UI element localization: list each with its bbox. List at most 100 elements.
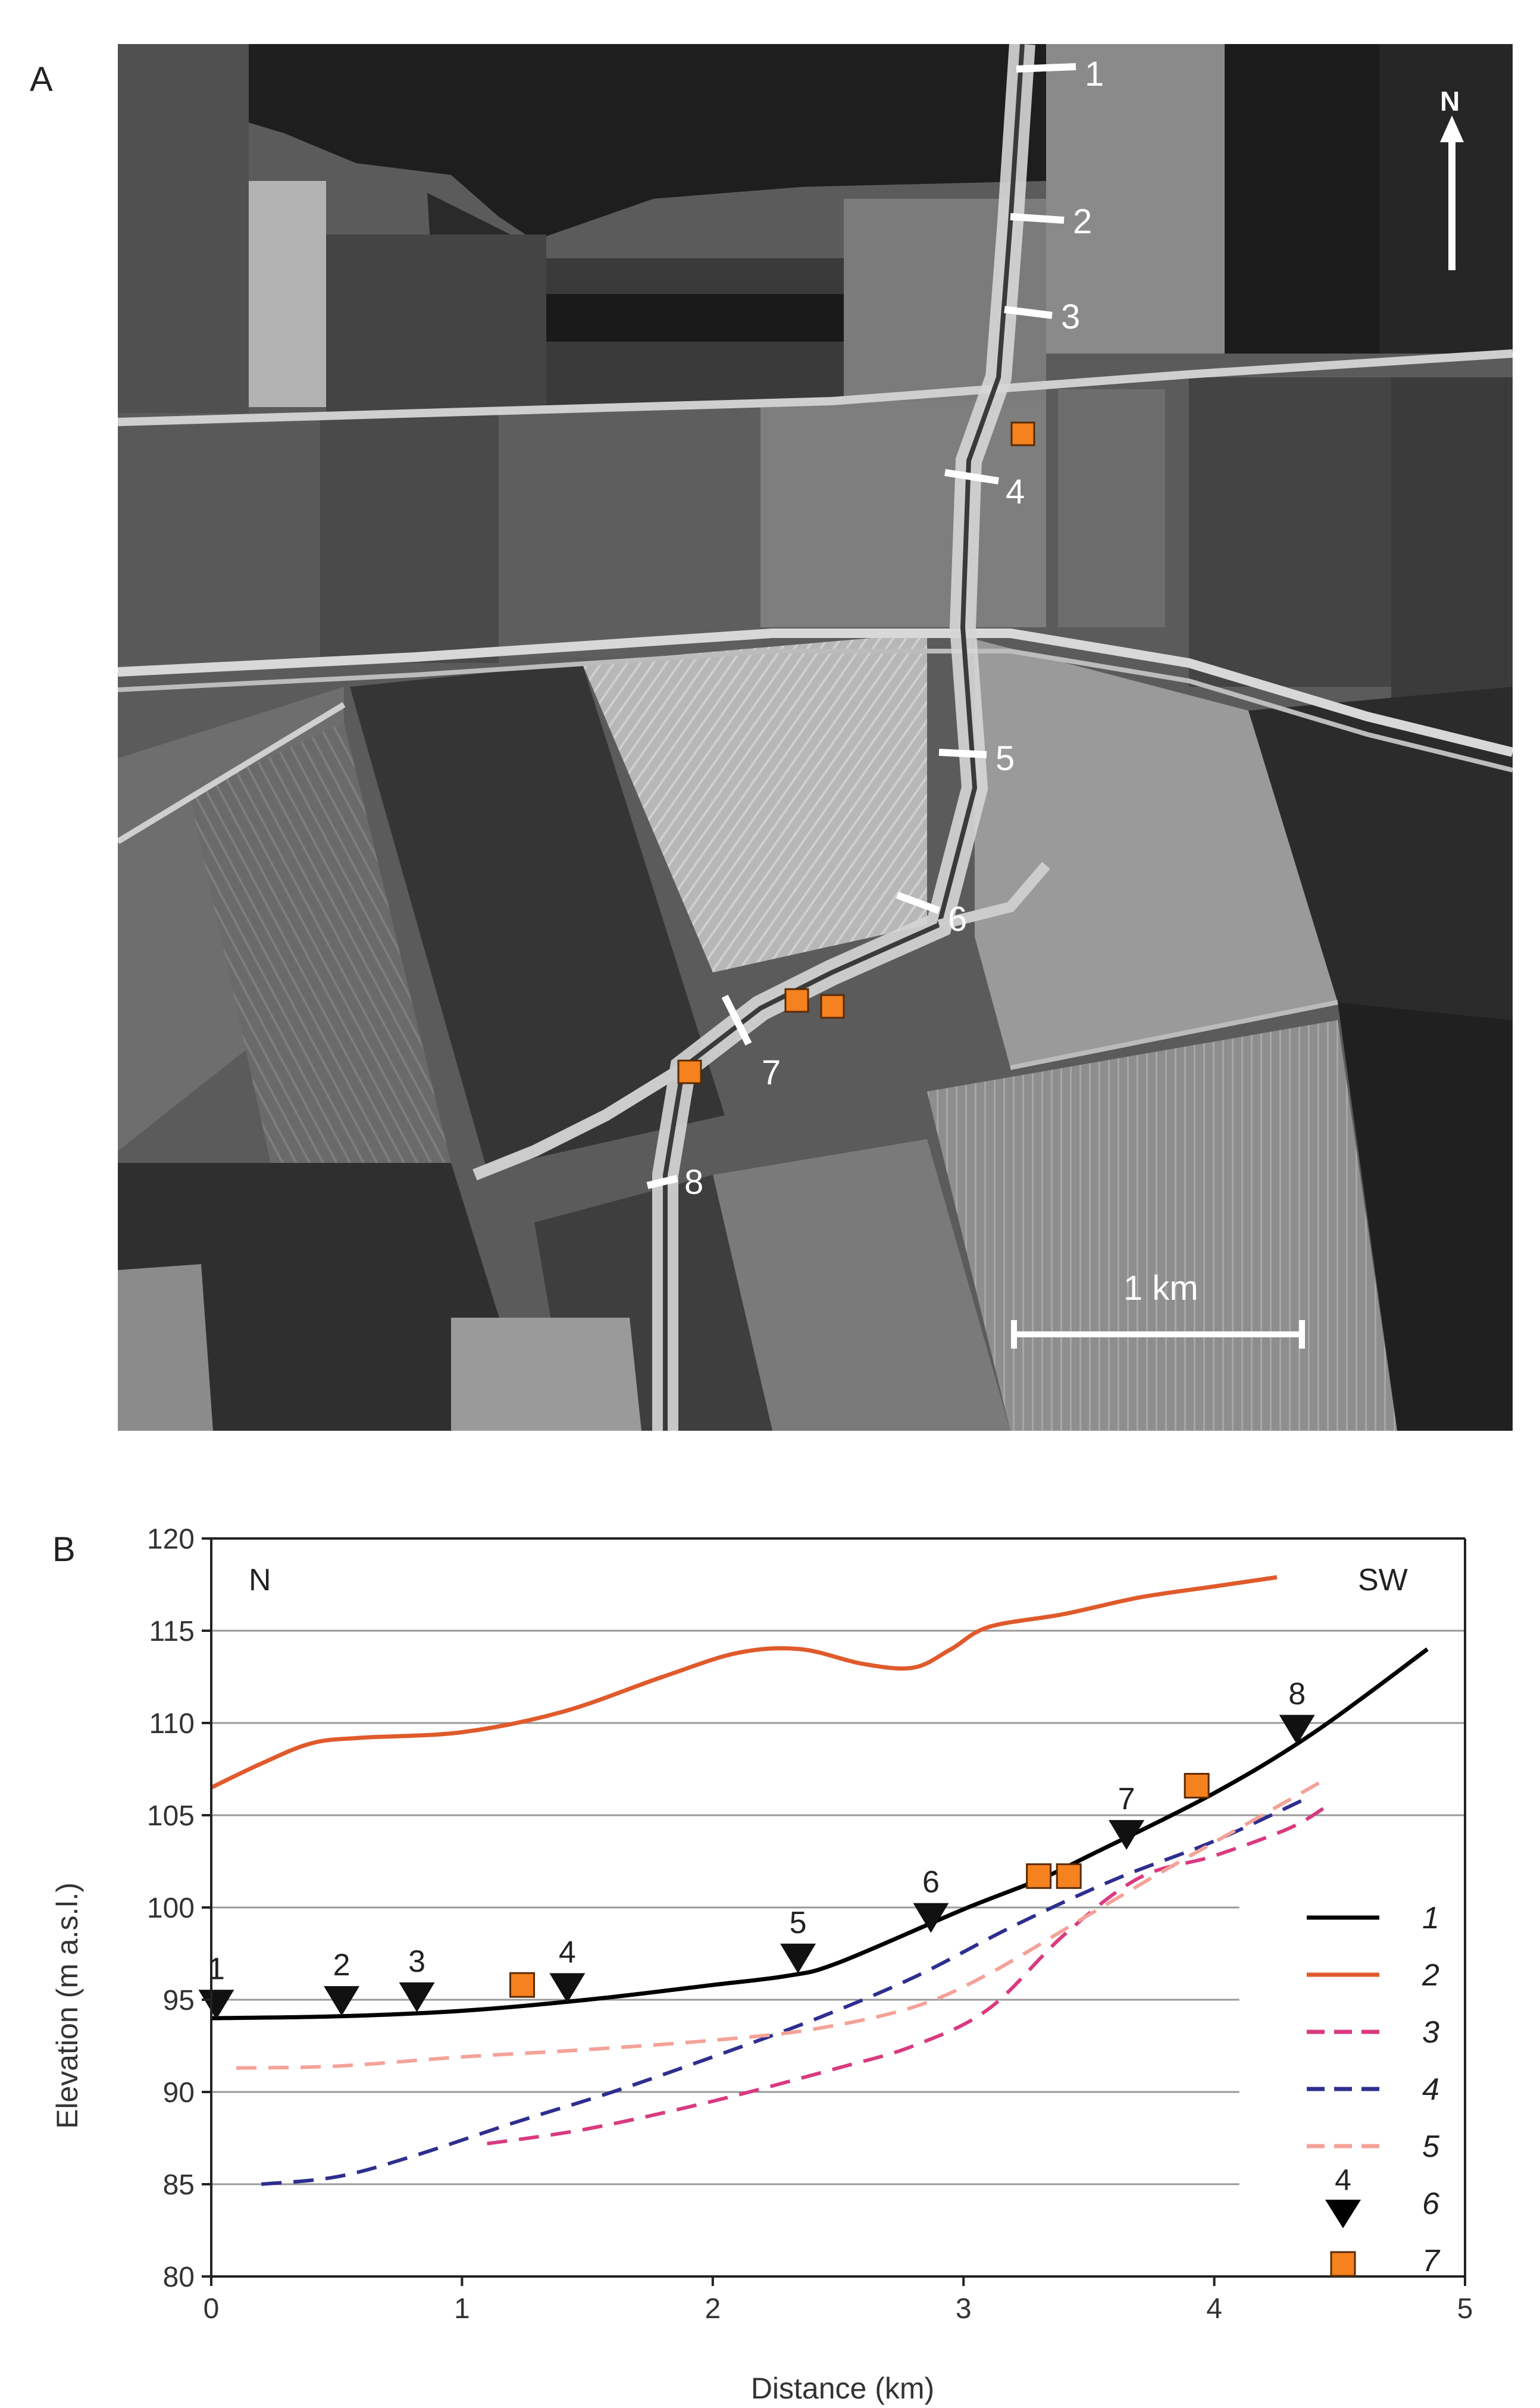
legend-label-1: 1: [1422, 1901, 1439, 1935]
transect-marker-8: [1279, 1715, 1315, 1745]
valley-tributary: [937, 862, 1050, 930]
north-label: N: [1440, 86, 1460, 117]
transect-marker-label-2: 2: [333, 1948, 350, 1982]
x-tick-label: 0: [204, 2293, 220, 2325]
x-tick-label: 2: [705, 2293, 721, 2325]
field: [118, 425, 320, 663]
y-tick-label: 80: [163, 2262, 195, 2293]
settlement: [451, 1318, 641, 1431]
field: [1225, 44, 1379, 354]
transect-label-3: 3: [1061, 298, 1080, 336]
transect-line-3: [1004, 306, 1053, 319]
road: [118, 702, 346, 845]
transect-marker-label-3: 3: [408, 1944, 425, 1979]
transect-marker-label-6: 6: [922, 1865, 940, 1900]
transect-line-4: [944, 469, 999, 484]
legend-layer: 1 2 3 4 5 4 6 7: [1307, 1901, 1441, 2278]
field: [118, 1163, 534, 1431]
field: [249, 181, 326, 407]
legend-label-7: 7: [1422, 2244, 1441, 2278]
series-layer: [210, 1575, 1429, 2186]
transect-marker-3: [399, 1982, 435, 2012]
x-tick-label: 3: [956, 2293, 972, 2325]
field: [1338, 1002, 1513, 1431]
series-line-2: [210, 1575, 1278, 1790]
y-tick-label: 100: [147, 1893, 195, 1924]
site-marker: [1026, 1863, 1052, 1889]
legend-swatch-7: [1330, 2251, 1356, 2277]
legend-swatch-6: [1325, 2200, 1361, 2228]
field: [189, 723, 451, 1199]
transect-marker-label-8: 8: [1288, 1677, 1306, 1711]
panel-b-label: B: [52, 1530, 76, 1569]
scale-label: 1 km: [1123, 1269, 1198, 1308]
transect-marker-2: [324, 1986, 360, 2016]
y-tick-label: 105: [147, 1800, 195, 1832]
y-tick-label: 95: [163, 1985, 195, 2016]
transect-marker-label-4: 4: [559, 1935, 576, 1969]
legend-triangle-number: 4: [1335, 2163, 1351, 2197]
field: [1046, 44, 1225, 354]
transect-marker-5: [780, 1943, 816, 1974]
field: [975, 639, 1338, 1068]
transect-line-1: [1016, 63, 1076, 73]
transect-label-4: 4: [1006, 473, 1025, 511]
elevation-profile-chart: 1 2 3 4 5 6 7 8 80 85 90 95 100 105 110 115 120 0 1 2 3 4 5 1…: [51, 1524, 1473, 2405]
legend-label-6: 6: [1422, 2187, 1439, 2221]
corner-label-sw: SW: [1358, 1563, 1408, 1597]
field: [1189, 377, 1391, 687]
transect-line-6: [896, 892, 941, 914]
transect-marker-7: [1109, 1820, 1145, 1850]
field: [1379, 44, 1513, 354]
transect-label-8: 8: [684, 1163, 703, 1202]
transect-label-1: 1: [1085, 55, 1104, 93]
field: [499, 407, 760, 657]
valley-tributary: [472, 1062, 687, 1181]
railway: [118, 628, 1513, 757]
site-marker: [1184, 1772, 1210, 1799]
field: [927, 1020, 1397, 1431]
legend-label-5: 5: [1422, 2129, 1440, 2164]
railway: [118, 649, 1513, 773]
corner-label-n: N: [249, 1563, 271, 1597]
transect-line-7: [721, 995, 752, 1046]
field: [1391, 377, 1513, 746]
transect-marker-label-7: 7: [1118, 1782, 1135, 1816]
field: [582, 633, 927, 972]
series-line-1: [211, 1647, 1429, 2021]
transect-label-7: 7: [762, 1053, 781, 1092]
aerial-map: 1 2 3 4 5 6 7 8 N 1 km: [118, 44, 1513, 1431]
field: [326, 234, 546, 413]
y-tick-label: 120: [147, 1524, 195, 1555]
transect-line-5: [938, 749, 987, 758]
site-marker: [1056, 1863, 1082, 1889]
map-site-marker: [820, 994, 845, 1019]
legend-label-3: 3: [1422, 2015, 1439, 2050]
transect-marker-1: [198, 1990, 234, 2020]
field: [320, 413, 499, 663]
transect-line-8: [646, 1175, 678, 1189]
transect-marker-4: [549, 1973, 586, 2003]
x-axis-label: Distance (km): [751, 2372, 934, 2405]
x-tick-label: 5: [1457, 2293, 1473, 2325]
transect-marker-label-5: 5: [790, 1906, 807, 1940]
transect-label-5: 5: [996, 739, 1015, 778]
legend-label-2: 2: [1422, 1958, 1439, 1993]
field: [1058, 389, 1165, 627]
map-site-marker: [1010, 421, 1035, 446]
legend-label-4: 4: [1422, 2072, 1439, 2107]
field: [350, 663, 725, 1169]
y-axis-label: Elevation (m a.s.l.): [51, 1882, 84, 2129]
field: [118, 44, 249, 413]
transect-label-6: 6: [948, 900, 967, 939]
x-tick-label: 4: [1206, 2293, 1222, 2325]
transect-marker-6: [913, 1903, 949, 1933]
map-site-marker: [784, 988, 809, 1013]
forest-area: [225, 44, 1046, 240]
series-line-3: [487, 1804, 1328, 2146]
y-tick-label: 115: [149, 1616, 195, 1647]
field: [713, 1139, 1010, 1431]
x-tick-label: 1: [454, 2293, 470, 2325]
